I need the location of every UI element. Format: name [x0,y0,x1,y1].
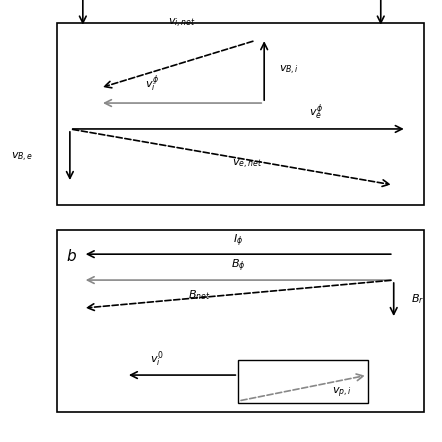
Bar [57,23,424,205]
Bar [57,230,424,412]
Text: $v_{p,i}$: $v_{p,i}$ [332,386,352,400]
Text: $v_{e,net}$: $v_{e,net}$ [232,158,262,171]
Text: $B_{net}$: $B_{net}$ [188,288,211,302]
Text: $v_{B,i}$: $v_{B,i}$ [279,64,299,77]
Text: $v_i^\phi$: $v_i^\phi$ [145,74,159,95]
Text: $v_{i,net}$: $v_{i,net}$ [168,16,196,30]
Text: $b$: $b$ [65,248,76,264]
Text: $I_\phi$: $I_\phi$ [233,232,244,248]
Bar [238,360,368,403]
Text: $v_{B,e}$: $v_{B,e}$ [11,150,34,164]
Text: $v_e^\phi$: $v_e^\phi$ [309,103,323,122]
Text: $B_\phi$: $B_\phi$ [231,258,245,274]
Text: $v_i^0$: $v_i^0$ [149,350,163,370]
Text: $B_r$: $B_r$ [411,293,424,306]
